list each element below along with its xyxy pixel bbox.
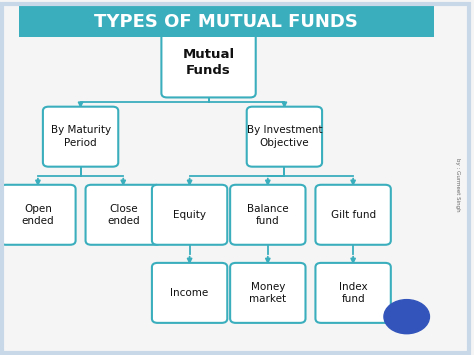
- Text: Open
ended: Open ended: [22, 203, 54, 226]
- Text: Income: Income: [171, 288, 209, 298]
- Text: By Investment
Objective: By Investment Objective: [246, 125, 322, 148]
- Text: Money
market: Money market: [249, 282, 286, 304]
- Text: Balance
fund: Balance fund: [247, 203, 289, 226]
- FancyBboxPatch shape: [230, 185, 305, 245]
- FancyBboxPatch shape: [0, 185, 75, 245]
- Text: Mutual
Funds: Mutual Funds: [182, 48, 235, 77]
- FancyBboxPatch shape: [152, 185, 228, 245]
- Circle shape: [384, 300, 429, 334]
- Text: By Maturity
Period: By Maturity Period: [51, 125, 110, 148]
- FancyBboxPatch shape: [161, 27, 255, 98]
- Text: TYPES OF MUTUAL FUNDS: TYPES OF MUTUAL FUNDS: [94, 13, 358, 31]
- Text: Gilt fund: Gilt fund: [330, 210, 376, 220]
- FancyBboxPatch shape: [316, 185, 391, 245]
- FancyBboxPatch shape: [19, 6, 434, 37]
- Text: Index
fund: Index fund: [339, 282, 367, 304]
- FancyBboxPatch shape: [43, 106, 118, 167]
- Text: Equity: Equity: [173, 210, 206, 220]
- FancyBboxPatch shape: [152, 263, 228, 323]
- FancyBboxPatch shape: [230, 263, 305, 323]
- FancyBboxPatch shape: [316, 263, 391, 323]
- Text: by : Gurmeet Singh: by : Gurmeet Singh: [455, 158, 460, 212]
- FancyBboxPatch shape: [85, 185, 161, 245]
- Text: Close
ended: Close ended: [107, 203, 139, 226]
- FancyBboxPatch shape: [246, 106, 322, 167]
